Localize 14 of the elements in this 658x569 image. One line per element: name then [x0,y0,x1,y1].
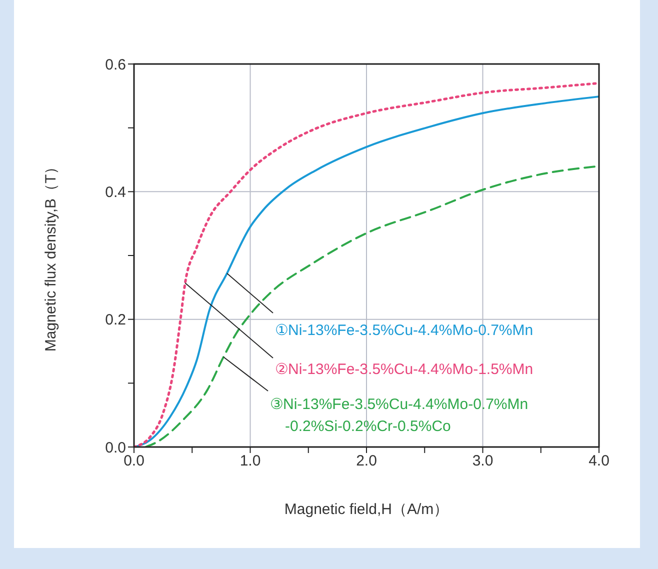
y-tick-label: 0.0 [105,439,126,456]
x-tick-label: 0.0 [124,452,144,470]
y-tick-label: 0.6 [105,56,126,74]
y-tick-label: 0.4 [105,184,126,201]
y-axis-title: Magnetic flux density,B（T） [42,159,60,352]
x-tick-label: 2.0 [356,452,377,470]
x-tick-label: 1.0 [240,452,261,470]
text: ①Ni-13%Fe-3.5%Cu-4.4%Mo-0.7%Mn [275,322,534,339]
x-axis-title: Magnetic field,H（A/m） [284,501,449,518]
y-tick-label: 0.2 [105,312,126,329]
text: ②Ni-13%Fe-3.5%Cu-4.4%Mo-1.5%Mn [275,361,534,378]
text: ③Ni-13%Fe-3.5%Cu-4.4%Mo-0.7%Mn -0.2%Si-0.2%Cr-0.5%Co [270,396,528,435]
x-tick-label: 3.0 [472,452,494,470]
x-tick-label: 4.0 [588,452,610,470]
